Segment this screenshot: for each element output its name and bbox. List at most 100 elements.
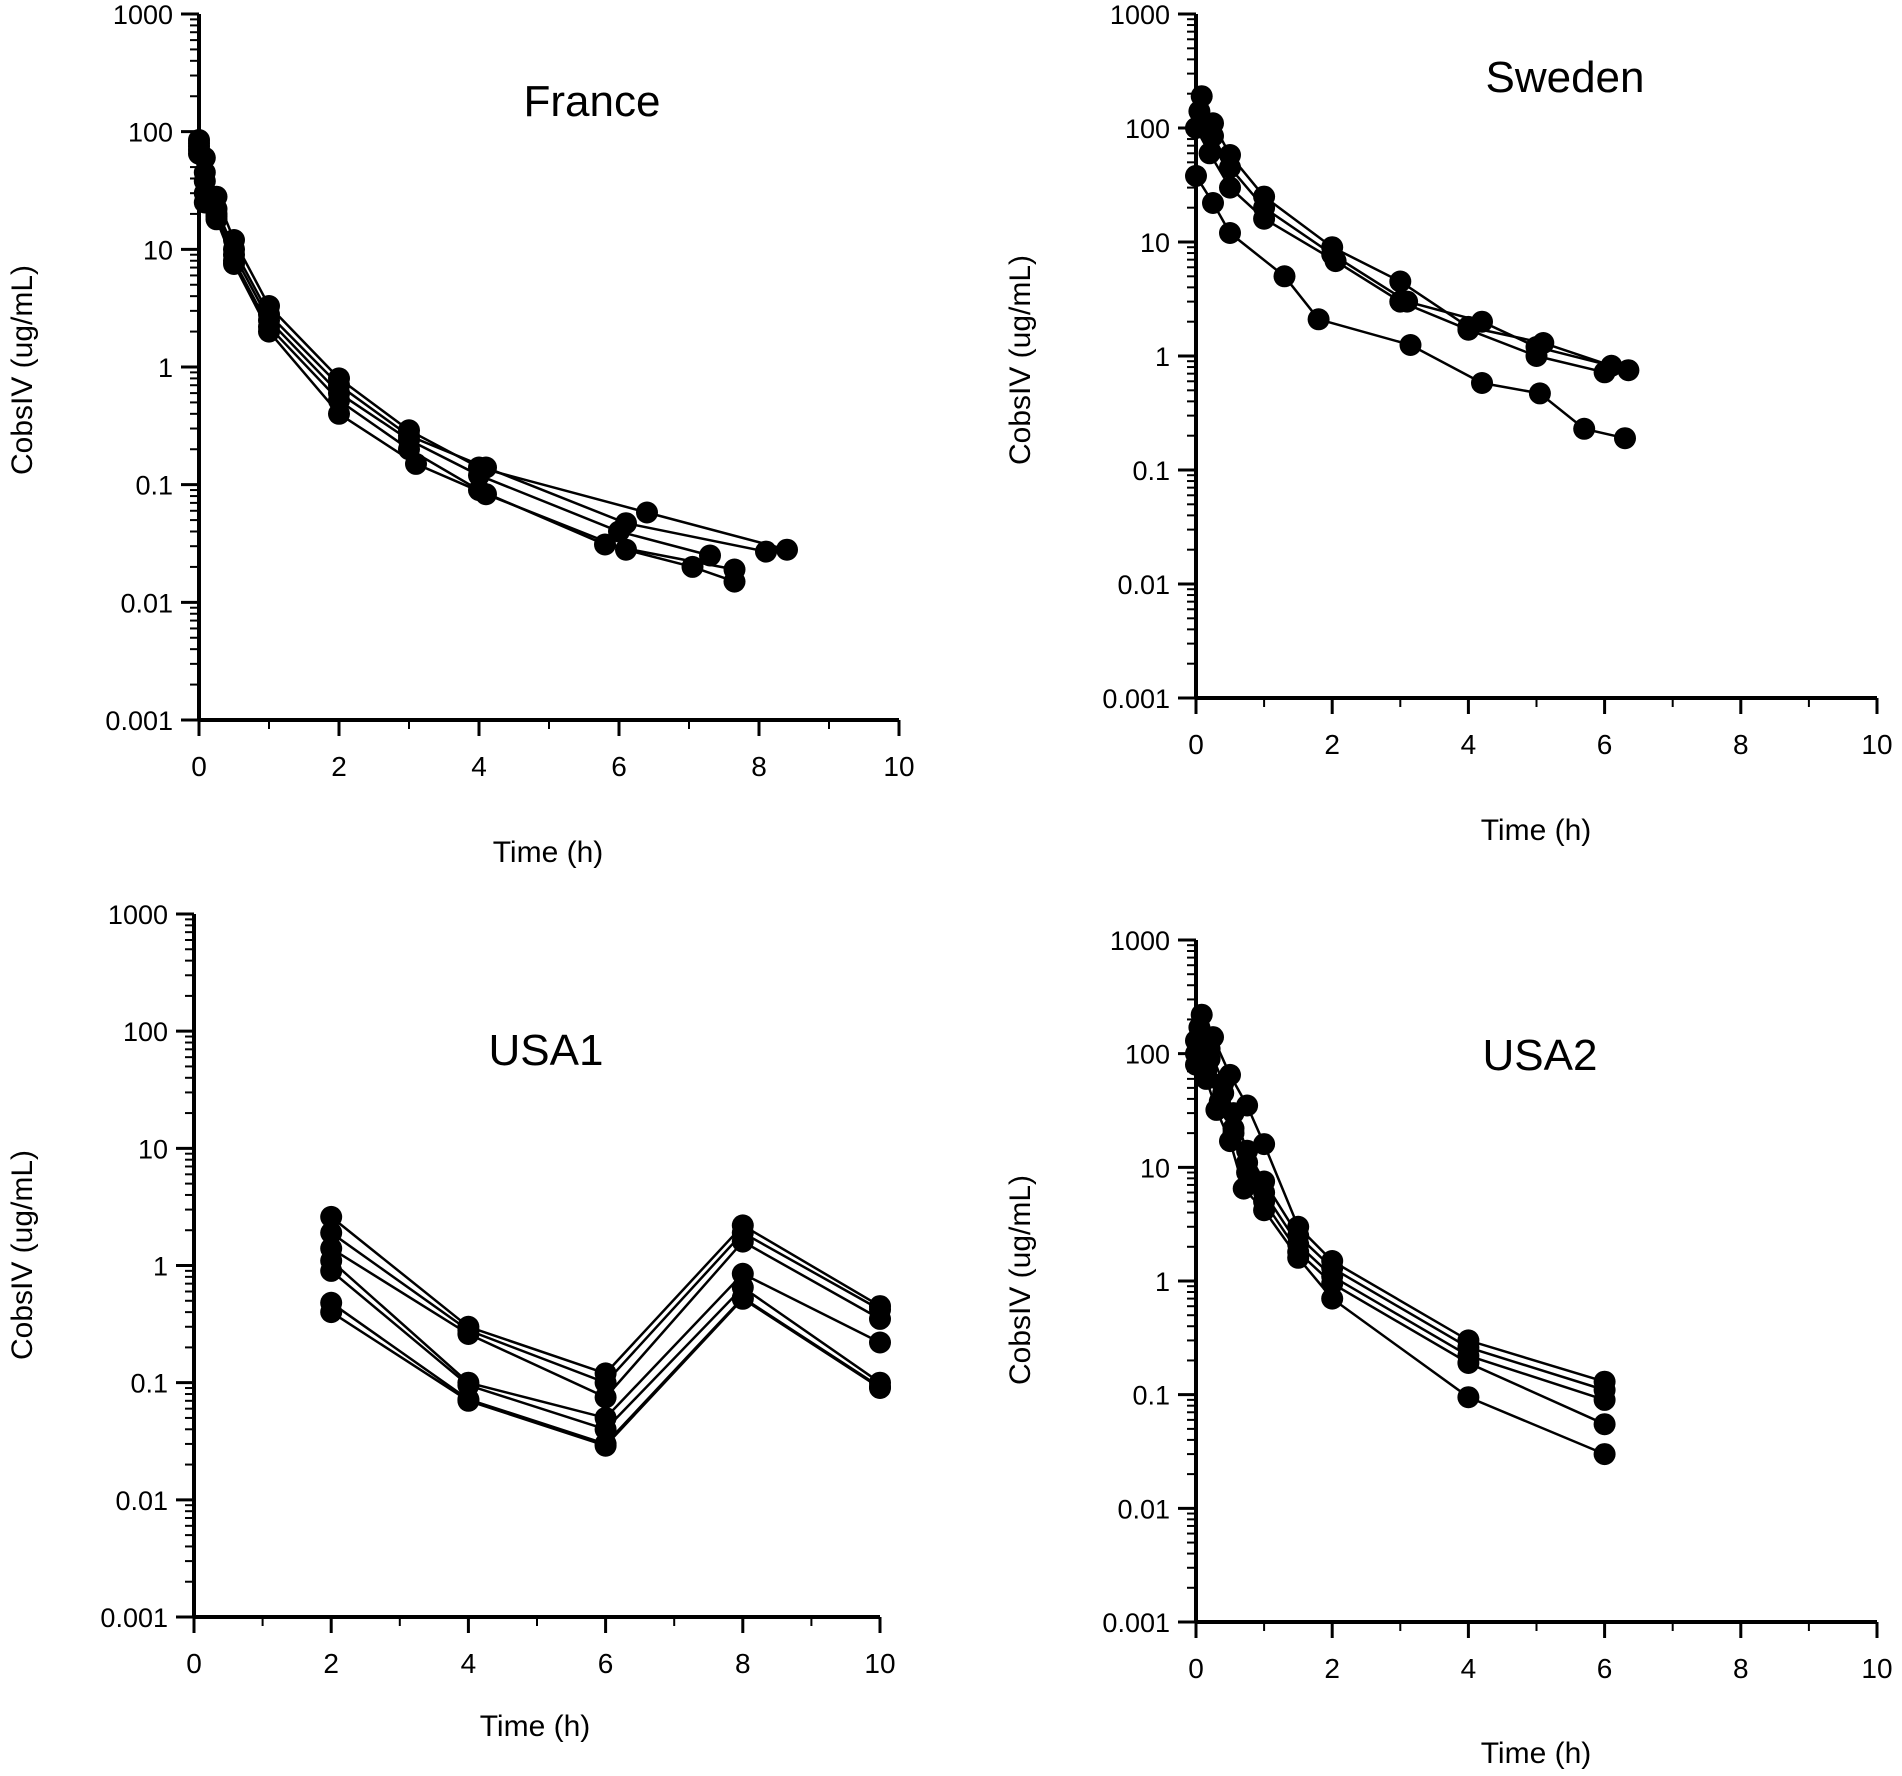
- data-point: [1593, 361, 1616, 384]
- panel-title: Sweden: [1485, 53, 1644, 102]
- series-line: [1194, 175, 1626, 440]
- x-tick-label: 8: [751, 751, 767, 782]
- data-point: [723, 570, 746, 593]
- x-tick-label: 10: [864, 1648, 895, 1679]
- y-tick-label: 1000: [1110, 0, 1170, 30]
- x-tick-label: 4: [461, 1648, 477, 1679]
- x-tick-label: 8: [1733, 1653, 1749, 1684]
- data-point: [1457, 1386, 1480, 1409]
- y-tick-label: 1: [1155, 342, 1170, 372]
- data-point: [1253, 1133, 1276, 1156]
- y-tick-label: 0.1: [1132, 1381, 1170, 1411]
- data-point: [475, 483, 497, 506]
- data-point: [1202, 125, 1224, 147]
- y-tick-label: 0.01: [115, 1486, 168, 1516]
- data-point: [869, 1307, 891, 1330]
- series-line: [1194, 1039, 1605, 1402]
- data-point: [608, 520, 630, 543]
- data-point: [1219, 156, 1241, 179]
- y-tick-label: 10: [143, 235, 173, 265]
- data-point: [636, 501, 658, 524]
- x-tick-label: 10: [883, 751, 914, 782]
- data-point: [594, 1434, 617, 1457]
- data-point: [1614, 427, 1636, 450]
- y-tick-label: 0.1: [130, 1369, 168, 1399]
- x-tick-label: 2: [323, 1648, 339, 1679]
- data-point: [1219, 176, 1241, 199]
- data-point: [1321, 1287, 1344, 1310]
- x-tick-label: 10: [1861, 729, 1892, 760]
- data-point: [615, 538, 637, 561]
- data-point: [328, 402, 350, 425]
- data-point: [1593, 1413, 1616, 1436]
- data-point: [1232, 1177, 1255, 1200]
- x-tick-label: 10: [1861, 1653, 1892, 1684]
- data-point: [776, 538, 798, 561]
- x-tick-label: 0: [186, 1648, 202, 1679]
- data-point: [205, 208, 228, 231]
- y-tick-label: 1000: [1110, 926, 1170, 956]
- data-point: [193, 191, 216, 214]
- x-tick-label: 0: [191, 751, 207, 782]
- panel-title: USA2: [1483, 1031, 1598, 1080]
- data-point: [1307, 308, 1330, 331]
- data-point: [1593, 1443, 1616, 1466]
- x-tick-label: 6: [1597, 729, 1613, 760]
- x-tick-label: 4: [1461, 729, 1477, 760]
- y-axis-label: CobsIV (ug/mL): [6, 265, 39, 475]
- y-tick-label: 0.01: [1117, 1494, 1170, 1524]
- data-point: [1287, 1246, 1310, 1269]
- series-line: [1194, 1063, 1606, 1456]
- data-point: [188, 142, 210, 165]
- data-point: [320, 1205, 343, 1228]
- data-point: [1219, 222, 1241, 244]
- data-point: [869, 1331, 891, 1354]
- data-point: [1573, 417, 1596, 440]
- y-tick-label: 1000: [108, 900, 168, 930]
- series-line: [1200, 95, 1612, 367]
- data-point: [1273, 265, 1296, 288]
- data-point: [681, 555, 704, 578]
- x-tick-label: 8: [1733, 729, 1749, 760]
- data-point: [1188, 100, 1211, 123]
- x-axis-label: Time (h): [480, 1710, 591, 1743]
- y-axis-label: CobsIV (ug/mL): [1004, 255, 1037, 465]
- y-tick-label: 10: [138, 1134, 168, 1164]
- y-tick-label: 0.01: [120, 588, 173, 618]
- data-point: [1185, 117, 1207, 139]
- data-point: [1457, 1352, 1480, 1374]
- data-point: [1219, 1130, 1241, 1153]
- data-point: [320, 1259, 343, 1282]
- panel-title: USA1: [489, 1026, 604, 1075]
- data-point: [1457, 318, 1480, 341]
- data-point: [1202, 192, 1224, 214]
- y-tick-label: 100: [1125, 114, 1170, 144]
- data-point: [1528, 382, 1551, 405]
- data-point: [1324, 250, 1347, 273]
- x-tick-label: 6: [611, 751, 627, 782]
- x-tick-label: 0: [1188, 729, 1204, 760]
- data-point: [1389, 290, 1412, 313]
- data-point: [755, 540, 777, 563]
- data-point: [457, 1323, 480, 1345]
- data-point: [699, 544, 721, 567]
- data-point: [1617, 359, 1640, 382]
- y-tick-label: 100: [123, 1017, 168, 1047]
- x-tick-label: 6: [1597, 1653, 1613, 1684]
- panel-title: France: [524, 77, 661, 126]
- data-point: [223, 253, 245, 275]
- data-point: [594, 1386, 617, 1409]
- data-point: [1253, 1199, 1276, 1222]
- y-tick-label: 0.01: [1117, 570, 1170, 600]
- y-tick-label: 0.1: [1132, 456, 1170, 486]
- series-line: [1198, 110, 1629, 372]
- x-tick-label: 2: [1324, 729, 1340, 760]
- data-point: [320, 1301, 343, 1324]
- y-tick-label: 0.001: [1102, 684, 1170, 714]
- series-line: [330, 1215, 881, 1375]
- y-axis-label: CobsIV (ug/mL): [1004, 1175, 1037, 1385]
- x-tick-label: 6: [598, 1648, 614, 1679]
- data-point: [1471, 372, 1493, 394]
- data-point: [405, 452, 427, 475]
